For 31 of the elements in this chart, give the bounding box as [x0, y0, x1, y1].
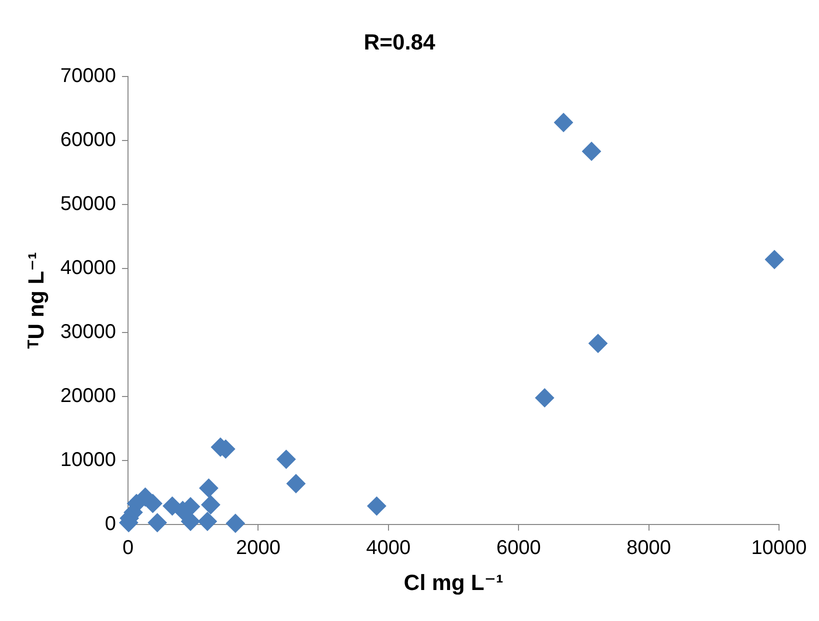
x-tick-label: 2000 [236, 537, 280, 560]
point [588, 334, 608, 353]
y-tick-label: 20000 [60, 385, 116, 408]
x-tick-label: 4000 [366, 537, 411, 560]
point [201, 495, 220, 514]
y-tick-label: 50000 [60, 192, 116, 215]
y-tick-label: 70000 [60, 64, 116, 87]
point [162, 496, 182, 516]
x-tick-label: 6000 [496, 537, 541, 560]
y-tick-label: 30000 [60, 321, 116, 344]
point [764, 250, 784, 270]
chart-title: R=0.84 [364, 29, 436, 54]
point [148, 513, 167, 532]
point [535, 388, 554, 408]
x-tick-label: 8000 [626, 537, 672, 560]
y-axis-title: ᵀU ng L⁻¹ [23, 252, 48, 349]
point [582, 142, 602, 161]
point [276, 450, 296, 469]
y-tick-label: 60000 [60, 128, 116, 151]
point [198, 512, 217, 531]
y-tick-label: 0 [104, 513, 116, 536]
x-tick-label: 0 [122, 537, 134, 560]
y-tick-label: 40000 [60, 257, 116, 279]
point [286, 474, 306, 494]
point [367, 496, 386, 516]
y-tick-label: 10000 [60, 449, 116, 472]
point [226, 514, 245, 533]
point [199, 478, 218, 498]
x-axis-title: Cl mg L⁻¹ [404, 570, 504, 595]
x-tick-label: 10000 [751, 537, 807, 560]
point [554, 113, 574, 132]
